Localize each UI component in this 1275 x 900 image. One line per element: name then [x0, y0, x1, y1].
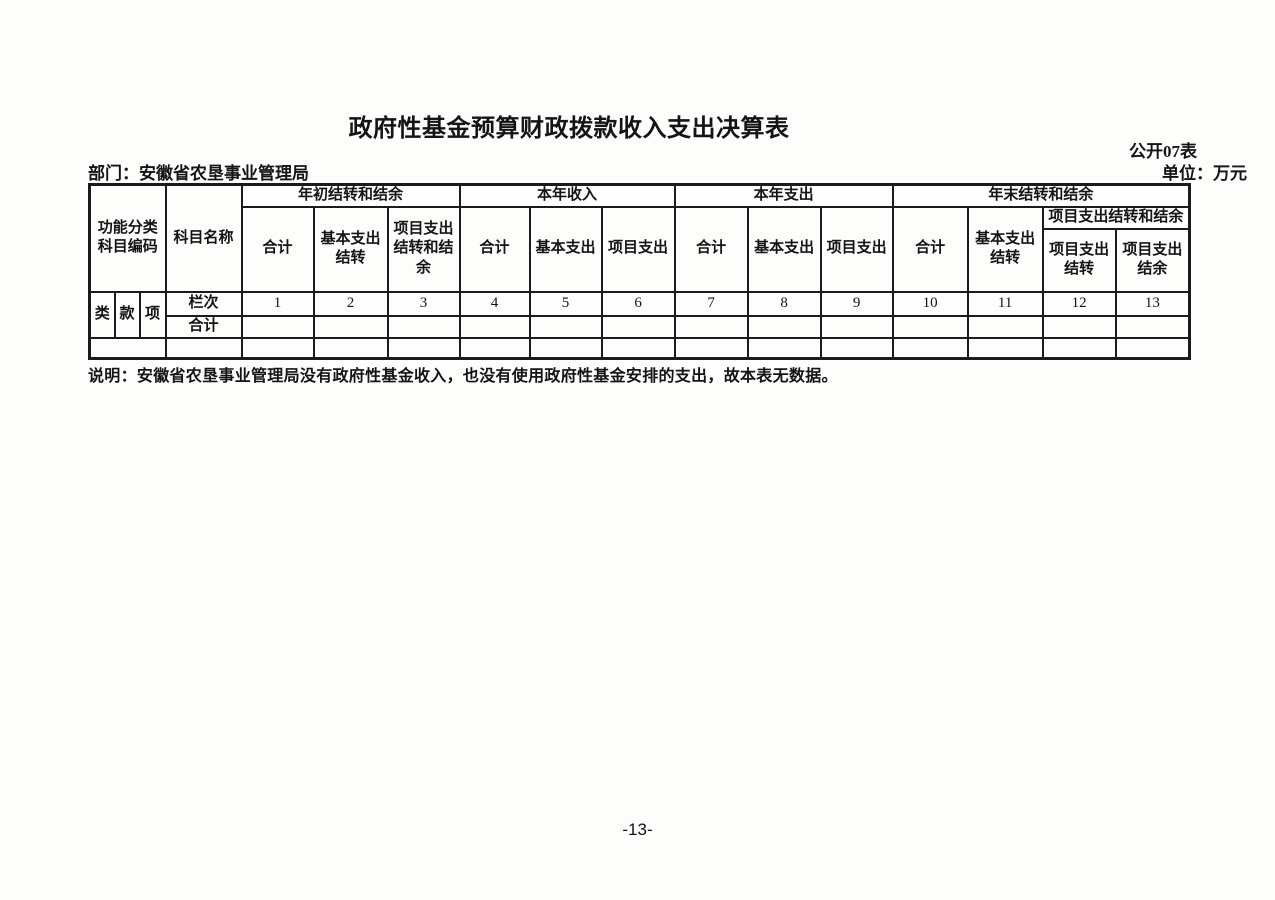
column-number: 6 [600, 290, 676, 317]
cell-empty [386, 314, 461, 339]
page-number: -13- [622, 820, 653, 839]
col-header-ys-basic-carryover: 基本支出 结转 [312, 205, 389, 293]
col-header-ye-total: 合计 [891, 205, 969, 293]
header-functional-code: 功能分类 科目编码 [88, 183, 167, 293]
cell-empty [819, 314, 894, 339]
column-number: 8 [746, 290, 822, 317]
header-subject-name: 科目名称 [164, 183, 243, 293]
cell-empty [528, 314, 603, 339]
form-code-label: 公开07表 [1129, 142, 1197, 161]
col-header-out-basic: 基本支出 [746, 205, 822, 293]
cell-empty [600, 336, 676, 360]
column-number: 5 [528, 290, 603, 317]
department-label: 部门：安徽省农垦事业管理局 [88, 164, 309, 183]
subgroup-header-ye-project-carryover: 项目支出结转和结余 [1041, 205, 1191, 230]
group-header-year-end-carryover: 年末结转和结余 [891, 183, 1191, 208]
col-header-ye-basic-carryover: 基本支出 结转 [966, 205, 1044, 293]
column-number: 13 [1114, 290, 1191, 317]
note-text: 说明：安徽省农垦事业管理局没有政府性基金收入，也没有使用政府性基金安排的支出，故… [88, 368, 838, 385]
cell-empty [1041, 336, 1117, 360]
column-number: 7 [673, 290, 749, 317]
cell-empty-subject [164, 336, 243, 360]
cell-empty [458, 336, 531, 360]
col-header-ye-project-balance: 项目支出 结余 [1114, 227, 1191, 293]
cell-empty-code [88, 336, 167, 360]
column-number: 3 [386, 290, 461, 317]
cell-empty [240, 336, 315, 360]
unit-label: 单位：万元 [1162, 164, 1247, 183]
budget-table: 功能分类 科目编码 科目名称 年初结转和结余 本年收入 本年支出 年末结转和结余… [88, 183, 1192, 360]
col-header-out-total: 合计 [673, 205, 749, 293]
cell-empty [600, 314, 676, 339]
code-col-category: 类 [88, 290, 116, 339]
cell-empty [966, 336, 1044, 360]
column-number: 12 [1041, 290, 1117, 317]
cell-empty [673, 336, 749, 360]
column-number: 9 [819, 290, 894, 317]
cell-empty [1114, 336, 1191, 360]
column-number: 1 [240, 290, 315, 317]
cell-empty [1114, 314, 1191, 339]
col-header-ys-project-carryover: 项目支出 结转和结 余 [386, 205, 461, 293]
col-header-out-project: 项目支出 [819, 205, 894, 293]
col-header-in-basic: 基本支出 [528, 205, 603, 293]
cell-empty [673, 314, 749, 339]
cell-empty [819, 336, 894, 360]
cell-empty [966, 314, 1044, 339]
group-header-year-start-carryover: 年初结转和结余 [240, 183, 461, 208]
cell-empty [746, 314, 822, 339]
col-header-in-total: 合计 [458, 205, 531, 293]
cell-empty [458, 314, 531, 339]
col-header-ys-total: 合计 [240, 205, 315, 293]
column-number: 10 [891, 290, 969, 317]
cell-empty [891, 314, 969, 339]
cell-empty [528, 336, 603, 360]
code-col-item: 项 [138, 290, 167, 339]
group-header-current-year-income: 本年收入 [458, 183, 676, 208]
column-number: 11 [966, 290, 1044, 317]
cell-empty [891, 336, 969, 360]
cell-empty [1041, 314, 1117, 339]
col-header-in-project: 项目支出 [600, 205, 676, 293]
column-number: 2 [312, 290, 389, 317]
column-number: 4 [458, 290, 531, 317]
page-title: 政府性基金预算财政拨款收入支出决算表 [348, 116, 790, 142]
group-header-current-year-expenditure: 本年支出 [673, 183, 894, 208]
cell-empty [312, 336, 389, 360]
code-col-section: 款 [113, 290, 141, 339]
col-header-ye-project-carry: 项目支出 结转 [1041, 227, 1117, 293]
total-row-label: 合计 [164, 314, 243, 339]
lane-row-label: 栏次 [164, 290, 243, 317]
cell-empty [746, 336, 822, 360]
cell-empty [240, 314, 315, 339]
cell-empty [386, 336, 461, 360]
cell-empty [312, 314, 389, 339]
